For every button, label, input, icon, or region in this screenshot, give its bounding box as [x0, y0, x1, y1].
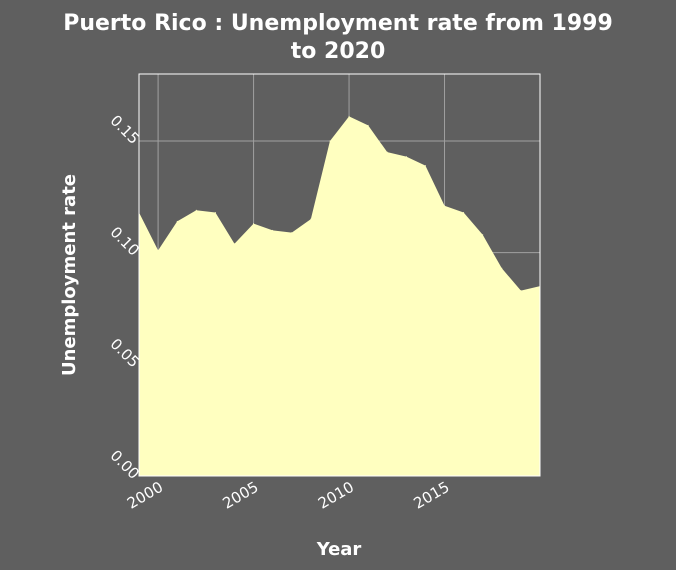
data-point-2015 — [444, 205, 446, 207]
x-axis-ticks: 2000 2005 2010 2015 — [124, 478, 452, 513]
data-point-2001 — [176, 220, 178, 222]
data-point-2009 — [329, 140, 331, 142]
data-point-2005 — [253, 223, 255, 225]
data-point-2011 — [367, 124, 369, 126]
data-point-2010 — [348, 115, 350, 117]
y-tick-label-2: 0.10 — [107, 223, 143, 259]
plot-frame — [138, 73, 541, 477]
area-series-0 — [139, 116, 540, 476]
x-tick-label-1: 2005 — [220, 478, 262, 513]
plot-area — [138, 115, 541, 476]
data-point-2004 — [233, 243, 235, 245]
y-axis-ticks: 0.00 0.05 0.10 0.15 — [107, 111, 143, 482]
data-point-2013 — [405, 156, 407, 158]
x-tick-label-0: 2000 — [124, 478, 166, 513]
data-point-2016 — [463, 211, 465, 213]
chart-title-line-2: to 2020 — [291, 39, 386, 64]
y-axis-label: Unemployment rate — [59, 174, 80, 376]
x-tick-label-3: 2015 — [410, 478, 452, 513]
y-tick-label-3: 0.15 — [107, 111, 143, 147]
data-point-2003 — [214, 211, 216, 213]
x-axis-label: Year — [316, 539, 362, 560]
data-point-2007 — [291, 232, 293, 234]
data-point-2017 — [482, 234, 484, 236]
data-point-2008 — [310, 218, 312, 220]
x-tick-label-2: 2010 — [315, 478, 357, 513]
data-point-2002 — [195, 209, 197, 211]
data-point-2018 — [501, 267, 503, 269]
y-tick-label-0: 0.00 — [107, 446, 143, 482]
data-point-2000 — [157, 249, 159, 251]
data-point-2012 — [386, 151, 388, 153]
data-point-2014 — [424, 165, 426, 167]
data-point-2019 — [520, 290, 522, 292]
data-point-2006 — [272, 229, 274, 231]
chart-title-line-1: Puerto Rico : Unemployment rate from 199… — [63, 11, 613, 36]
y-tick-label-1: 0.05 — [107, 335, 143, 371]
